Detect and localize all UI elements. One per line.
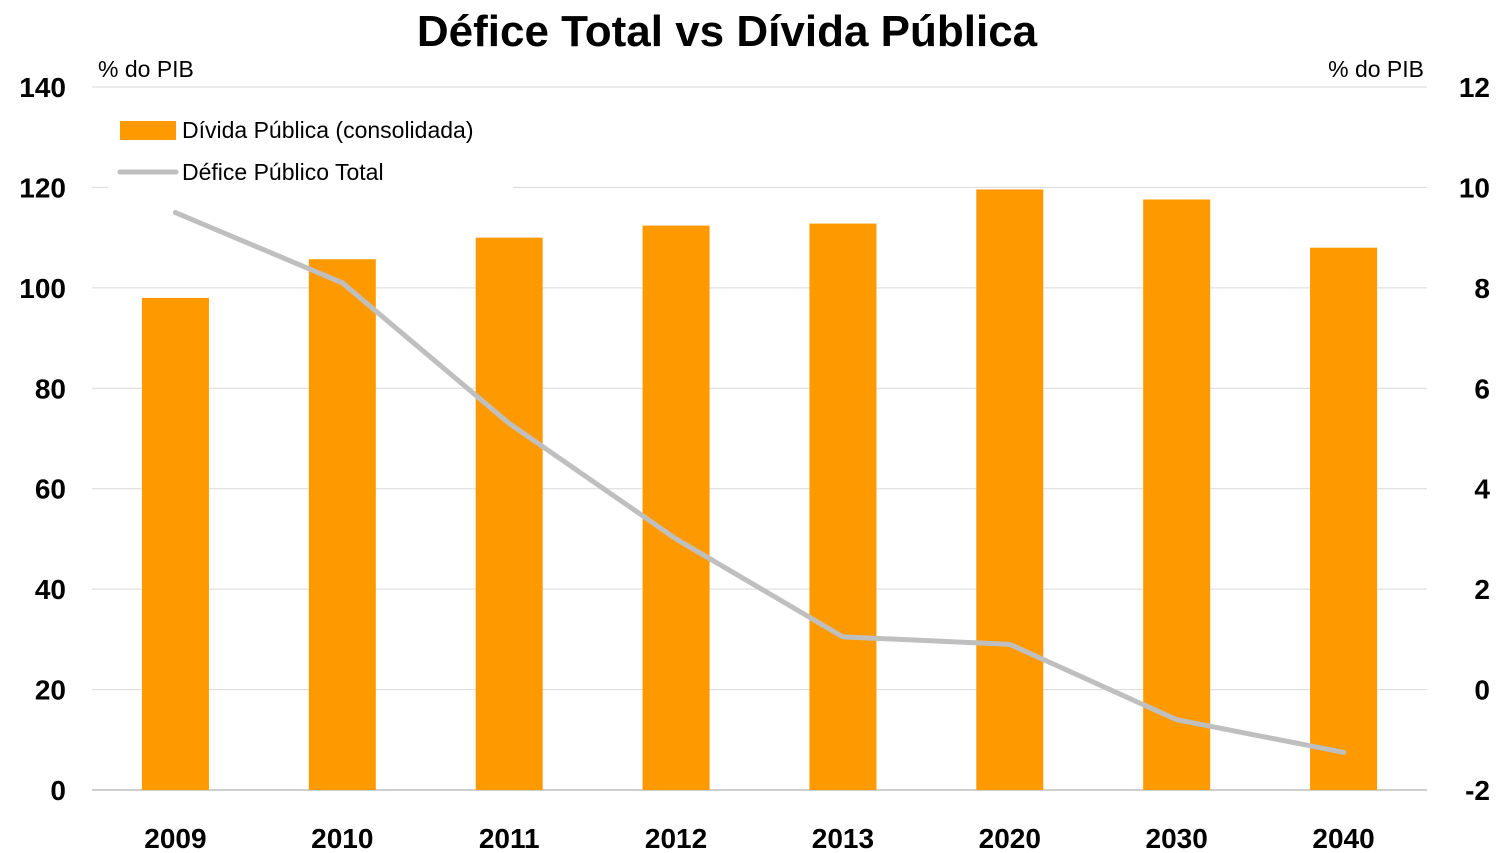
left-axis-tick-label: 60 (35, 474, 66, 505)
debt-bars (141, 189, 1378, 791)
right-axis-tick-label: 8 (1474, 273, 1490, 304)
legend-swatch-debt (120, 121, 176, 140)
x-axis-tick-label: 2010 (311, 823, 373, 853)
right-axis-unit-label: % do PIB (1328, 56, 1424, 82)
debt-bar (475, 237, 543, 791)
deficit-point (673, 536, 679, 542)
debt-bar (642, 225, 710, 790)
deficit-line (172, 210, 1347, 755)
left-axis-tick-label: 120 (19, 172, 66, 203)
right-axis-tick-label: 10 (1459, 172, 1490, 203)
deficit-point (840, 634, 846, 640)
deficit-point (339, 280, 345, 286)
left-axis-unit-label: % do PIB (98, 56, 194, 82)
right-axis-tick-label: 4 (1474, 474, 1490, 505)
debt-bar (141, 297, 209, 790)
debt-bar (308, 259, 376, 790)
x-axis-tick-label: 2012 (645, 823, 707, 853)
chart-title: Défice Total vs Dívida Pública (417, 7, 1038, 56)
gridlines (92, 86, 1427, 791)
debt-bar (809, 223, 877, 790)
left-axis-tick-label: 140 (19, 72, 66, 103)
x-axis-tick-label: 2040 (1312, 823, 1374, 853)
x-axis-ticks: 2009 2010 2011 2012 2013 2020 2030 2040 (144, 823, 1374, 853)
left-axis-tick-label: 20 (35, 675, 66, 706)
right-axis-tick-label: 12 (1459, 72, 1490, 103)
x-axis-tick-label: 2013 (812, 823, 874, 853)
deficit-point (1007, 641, 1013, 647)
left-axis-tick-label: 0 (50, 775, 66, 806)
deficit-point (172, 210, 178, 216)
right-axis-tick-label: -2 (1465, 775, 1490, 806)
left-axis-tick-label: 100 (19, 273, 66, 304)
legend-label-debt: Dívida Pública (consolidada) (182, 117, 474, 143)
deficit-point (506, 420, 512, 426)
left-axis-ticks: 0 20 40 60 80 100 120 140 (19, 72, 66, 806)
x-axis-tick-label: 2020 (979, 823, 1041, 853)
deficit-line-group (172, 210, 1347, 755)
right-axis-tick-label: 2 (1474, 574, 1490, 605)
x-axis-tick-label: 2009 (144, 823, 206, 853)
debt-bar (1143, 199, 1211, 791)
right-axis-tick-label: 6 (1474, 373, 1490, 404)
legend: Dívida Pública (consolidada) Défice Públ… (108, 106, 513, 188)
left-axis-tick-label: 80 (35, 373, 66, 404)
x-axis-tick-label: 2011 (479, 823, 540, 853)
debt-bar (976, 189, 1044, 791)
x-axis-tick-label: 2030 (1146, 823, 1208, 853)
legend-label-deficit: Défice Público Total (182, 159, 384, 185)
deficit-point (1341, 749, 1347, 755)
debt-bar (1310, 247, 1378, 790)
deficit-point (1174, 717, 1180, 723)
right-axis-ticks: -2 0 2 4 6 8 10 12 (1459, 72, 1491, 806)
right-axis-tick-label: 0 (1474, 675, 1490, 706)
left-axis-tick-label: 40 (35, 574, 66, 605)
